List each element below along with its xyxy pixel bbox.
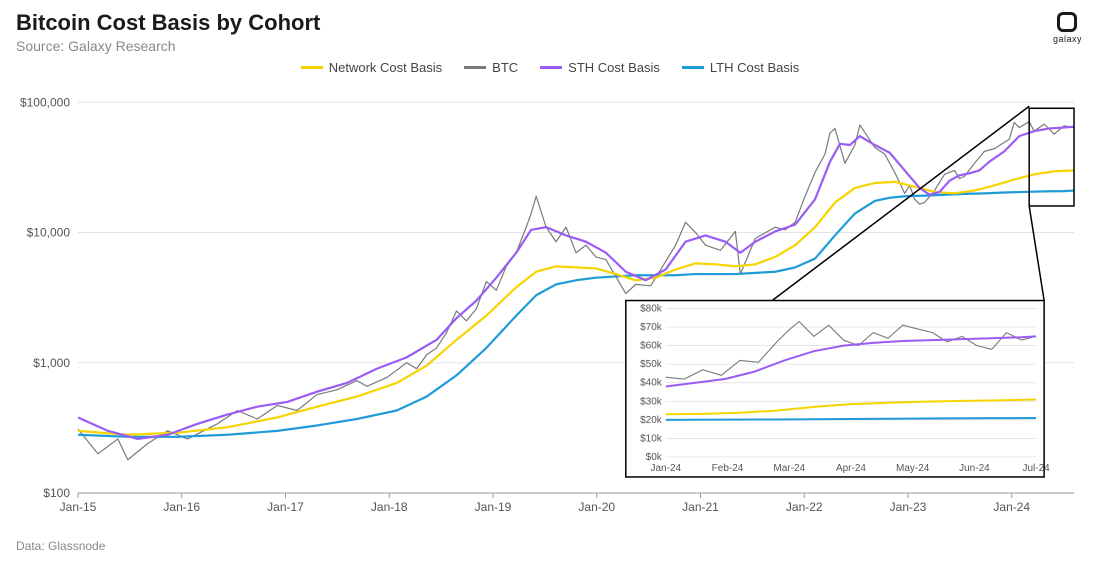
svg-text:$100,000: $100,000 [20, 95, 70, 109]
svg-text:Apr-24: Apr-24 [836, 463, 866, 474]
legend-swatch [301, 66, 323, 69]
legend-label: Network Cost Basis [329, 60, 442, 75]
svg-text:May-24: May-24 [896, 463, 930, 474]
svg-text:Jan-18: Jan-18 [371, 500, 408, 514]
svg-text:Jul-24: Jul-24 [1022, 463, 1050, 474]
svg-text:$100: $100 [43, 486, 70, 500]
svg-text:Mar-24: Mar-24 [773, 463, 805, 474]
svg-text:$40k: $40k [640, 378, 663, 389]
svg-text:Jan-20: Jan-20 [578, 500, 615, 514]
svg-text:$10k: $10k [640, 433, 663, 444]
logo-mark-icon [1057, 12, 1077, 32]
legend-label: STH Cost Basis [568, 60, 660, 75]
svg-text:Jan-15: Jan-15 [60, 500, 97, 514]
svg-text:Jan-21: Jan-21 [682, 500, 719, 514]
svg-text:$20k: $20k [640, 415, 663, 426]
svg-text:$10,000: $10,000 [27, 226, 71, 240]
svg-text:$1,000: $1,000 [33, 356, 70, 370]
chart-svg: $100 $1,000 $10,000 $100,000 Jan-15 Jan-16 Jan… [16, 86, 1084, 519]
svg-text:$60k: $60k [640, 341, 663, 352]
svg-text:$50k: $50k [640, 359, 663, 370]
svg-text:Jun-24: Jun-24 [959, 463, 990, 474]
svg-text:$70k: $70k [640, 322, 663, 333]
chart-title: Bitcoin Cost Basis by Cohort [16, 10, 1084, 36]
legend-item: STH Cost Basis [540, 60, 660, 75]
legend-label: BTC [492, 60, 518, 75]
data-source: Data: Glassnode [16, 539, 105, 553]
svg-text:$80k: $80k [640, 304, 663, 315]
svg-text:Jan-17: Jan-17 [267, 500, 304, 514]
logo-text: galaxy [1053, 34, 1082, 44]
legend-item: LTH Cost Basis [682, 60, 799, 75]
svg-text:Jan-16: Jan-16 [163, 500, 200, 514]
svg-text:Jan-22: Jan-22 [786, 500, 823, 514]
legend-swatch [464, 66, 486, 69]
legend-item: BTC [464, 60, 518, 75]
svg-text:Jan-23: Jan-23 [890, 500, 927, 514]
svg-text:$30k: $30k [640, 396, 663, 407]
legend: Network Cost Basis BTC STH Cost Basis LTH C… [0, 60, 1100, 75]
chart-area: $100 $1,000 $10,000 $100,000 Jan-15 Jan-16 Jan… [16, 86, 1084, 519]
galaxy-logo: galaxy [1053, 12, 1082, 44]
svg-text:Jan-24: Jan-24 [651, 463, 682, 474]
legend-swatch [540, 66, 562, 69]
svg-text:Jan-19: Jan-19 [475, 500, 512, 514]
svg-text:Jan-24: Jan-24 [993, 500, 1030, 514]
legend-swatch [682, 66, 704, 69]
svg-text:Feb-24: Feb-24 [712, 463, 744, 474]
legend-label: LTH Cost Basis [710, 60, 799, 75]
svg-text:$0k: $0k [646, 452, 663, 463]
chart-subtitle: Source: Galaxy Research [16, 38, 1084, 54]
legend-item: Network Cost Basis [301, 60, 442, 75]
